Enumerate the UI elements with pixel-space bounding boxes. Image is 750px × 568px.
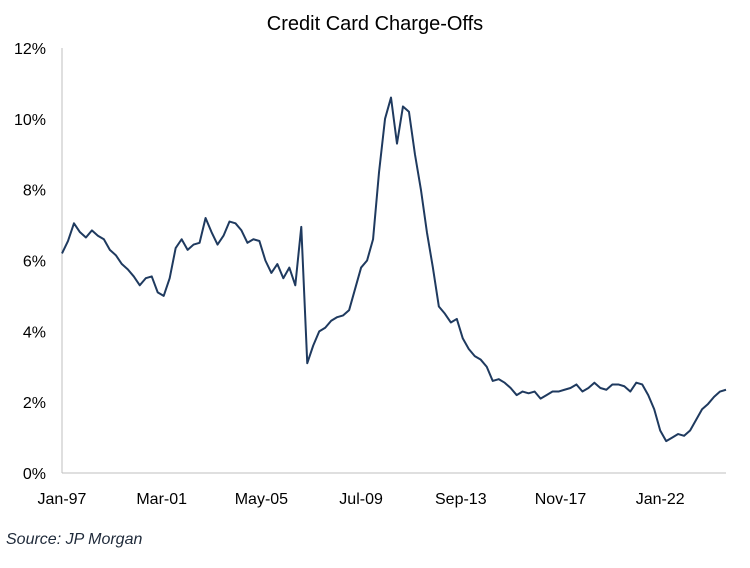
y-tick-label: 0% [23, 466, 46, 483]
x-tick-label: Sep-13 [435, 491, 487, 508]
y-tick-label: 8% [23, 183, 46, 200]
y-tick-label: 10% [14, 112, 46, 129]
x-tick-label: Mar-01 [136, 491, 187, 508]
y-tick-label: 12% [14, 41, 46, 58]
x-tick-label: May-05 [235, 491, 288, 508]
x-axis-ticks: Jan-97 Mar-01 May-05 Jul-09 Sep-13 Nov-17 Jan-… [38, 491, 685, 508]
chart-title: Credit Card Charge-Offs [267, 13, 483, 35]
x-tick-label: Jan-97 [38, 491, 87, 508]
x-tick-label: Jan-22 [636, 491, 685, 508]
source-note: Source: JP Morgan [6, 531, 143, 548]
series-layer [61, 96, 727, 443]
series-line [61, 96, 727, 443]
x-tick-label: Nov-17 [535, 491, 587, 508]
y-tick-label: 6% [23, 254, 46, 271]
y-tick-label: 4% [23, 324, 46, 341]
x-tick-label: Jul-09 [339, 491, 383, 508]
y-axis-ticks: 0% 2% 4% 6% 8% 10% 12% [14, 41, 46, 483]
y-tick-label: 2% [23, 395, 46, 412]
